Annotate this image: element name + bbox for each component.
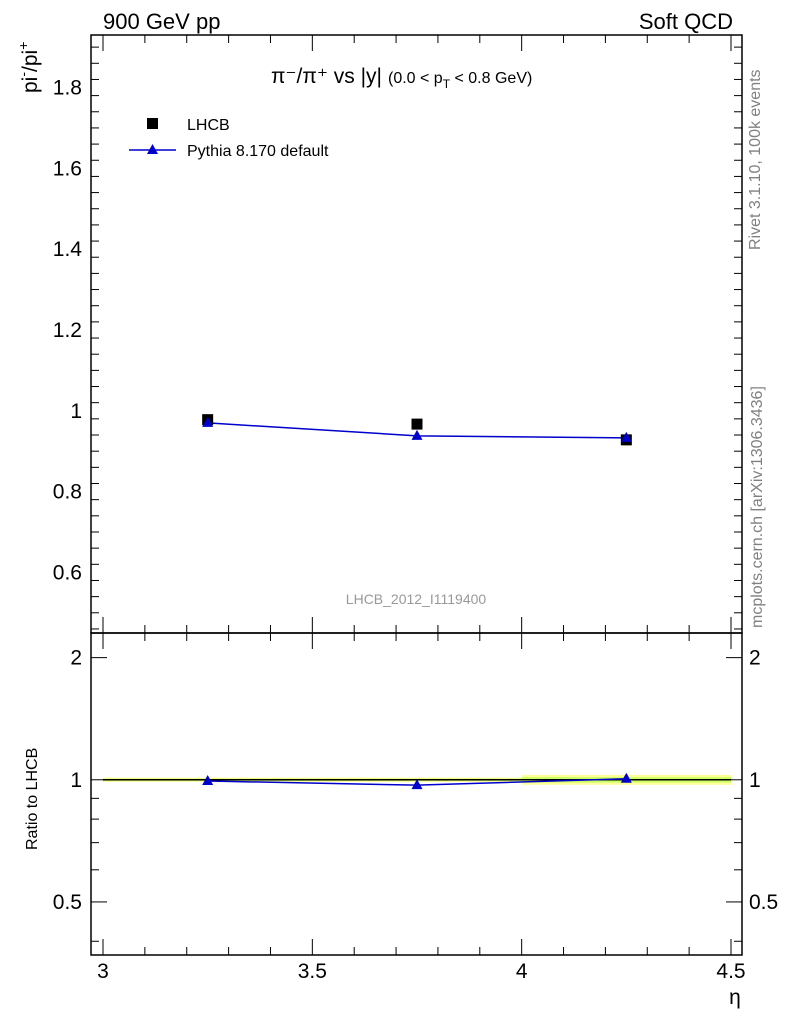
pythia-data-point (411, 429, 423, 440)
x-tick-label: 4.5 (716, 960, 745, 983)
legend-label-pythia: Pythia 8.170 default (187, 143, 329, 160)
ratio-y-tick-label: 1 (70, 769, 82, 792)
data-marks (202, 414, 632, 790)
chart-title: π⁻/π⁺ vs |y| (271, 65, 382, 88)
ratio-y-tick-label-right: 0.5 (749, 891, 778, 914)
mcplots-reference-label: mcplots.cern.ch [arXiv:1306.3436] (749, 386, 766, 628)
legend-marker-lhcb (147, 118, 158, 129)
chart-title-cut: (0.0 < pT < 0.8 GeV) (388, 70, 532, 91)
pythia-data-point (202, 416, 214, 427)
pythia-ratio-point (620, 772, 632, 783)
rivet-version-label: Rivet 3.1.10, 100k events (747, 69, 764, 250)
legend-label-lhcb: LHCB (187, 117, 230, 134)
legend-marker-pythia (147, 144, 158, 154)
x-tick-label: 3 (97, 960, 109, 983)
y-tick-label: 1.4 (53, 238, 83, 261)
x-tick-label: 3.5 (298, 960, 327, 983)
axis-ticks: 3 3.5 4 4.5 0.6 0.8 1 1.2 1.4 1.6 1.8 0.5 0.5 1 1 2 2 (53, 35, 778, 983)
ratio-plot-frame (90, 632, 743, 956)
ratio-y-tick-label: 2 (70, 647, 82, 670)
ratio-y-axis-label: Ratio to LHCB (24, 748, 41, 850)
y-tick-label: 1.2 (53, 319, 82, 342)
y-tick-label: 0.6 (53, 561, 82, 584)
y-tick-label: 1.8 (53, 77, 82, 100)
y-tick-label: 1.6 (53, 157, 82, 180)
header-left-text: 900 GeV pp (103, 9, 220, 34)
ratio-y-tick-label: 0.5 (53, 891, 82, 914)
y-axis-label: pi-/pi+ (15, 42, 42, 93)
y-tick-label: 1 (70, 400, 82, 423)
pythia-ratio-point (411, 779, 423, 790)
legend: LHCB Pythia 8.170 default (129, 117, 329, 160)
header-right-text: Soft QCD (639, 9, 733, 34)
y-tick-label: 0.8 (53, 481, 82, 504)
pythia-data-point (620, 431, 632, 442)
x-axis-label: η (729, 986, 741, 1009)
analysis-watermark: LHCB_2012_I1119400 (346, 591, 487, 607)
lhcb-data-point (411, 418, 423, 430)
ratio-y-tick-label-right: 1 (749, 769, 761, 792)
ratio-y-tick-label-right: 2 (749, 647, 761, 670)
x-tick-label: 4 (516, 960, 528, 983)
pythia-ratio-point (202, 775, 214, 786)
